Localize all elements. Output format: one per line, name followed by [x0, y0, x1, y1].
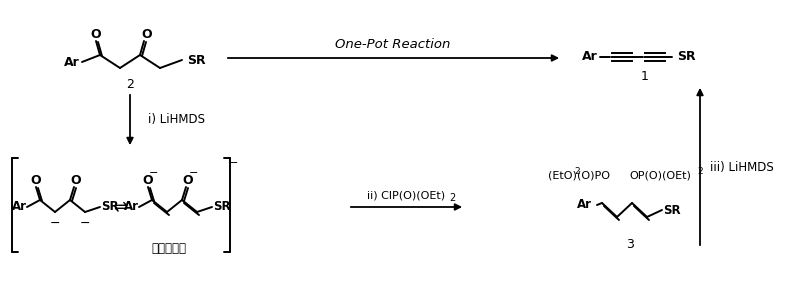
Text: (EtO): (EtO) [547, 170, 577, 180]
Text: i) LiHMDS: i) LiHMDS [148, 113, 205, 127]
Text: −: − [190, 168, 198, 178]
Text: ii) ClP(O)(OEt): ii) ClP(O)(OEt) [367, 190, 445, 200]
Text: iii) LiHMDS: iii) LiHMDS [710, 160, 774, 173]
Text: One-Pot Reaction: One-Pot Reaction [335, 38, 450, 52]
Text: Ar: Ar [577, 198, 592, 211]
Text: 2: 2 [449, 193, 455, 203]
Text: 3: 3 [626, 239, 634, 252]
Text: O: O [142, 27, 152, 40]
Text: −: − [230, 158, 238, 168]
Text: O: O [182, 173, 194, 186]
Text: OP(O)(OEt): OP(O)(OEt) [629, 170, 691, 180]
Text: Ar: Ar [582, 50, 598, 63]
Text: ⇌: ⇌ [113, 198, 127, 216]
Text: O: O [70, 173, 82, 186]
Text: SR: SR [101, 200, 119, 213]
Text: O: O [30, 173, 42, 186]
Text: SR: SR [677, 50, 695, 63]
Text: SR: SR [213, 200, 231, 213]
Text: (O)PO: (O)PO [578, 170, 610, 180]
Text: −: − [50, 216, 60, 230]
Text: SR: SR [186, 53, 206, 67]
Text: 2: 2 [697, 168, 703, 177]
Text: Ar: Ar [124, 200, 139, 213]
Text: 1: 1 [641, 70, 649, 83]
Text: O: O [142, 173, 154, 186]
Text: Ar: Ar [12, 200, 27, 213]
Text: 2: 2 [126, 78, 134, 91]
Text: SR: SR [663, 203, 681, 216]
Text: 2: 2 [574, 168, 580, 177]
Text: 烯醇负离子: 烯醇负离子 [151, 241, 186, 254]
Text: Ar: Ar [64, 55, 80, 68]
Text: −: − [80, 216, 90, 230]
Text: O: O [90, 27, 102, 40]
Text: −: − [150, 168, 158, 178]
